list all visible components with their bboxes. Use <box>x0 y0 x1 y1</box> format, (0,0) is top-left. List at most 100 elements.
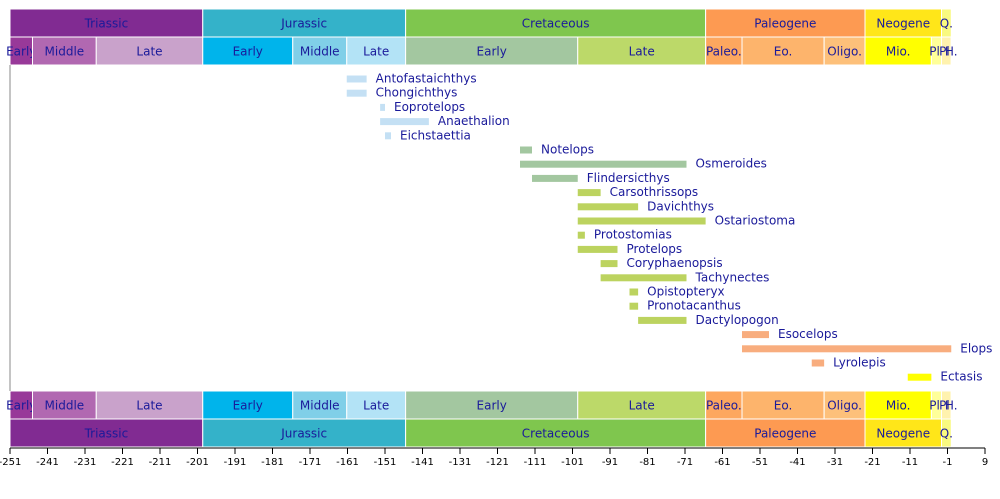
epoch-label: Eo. <box>774 399 793 413</box>
taxon-label: Antofastaichthys <box>376 72 477 86</box>
epoch-label: Paleo. <box>706 399 742 413</box>
taxon-range <box>600 274 687 282</box>
taxon-label: Coryphaenopsis <box>627 256 723 270</box>
epoch <box>577 36 707 66</box>
epoch <box>32 36 97 66</box>
taxon-range <box>577 217 706 225</box>
x-tick-label: -211 <box>149 457 172 468</box>
taxon-label: Anaethalion <box>438 114 510 128</box>
epoch-label: Late <box>363 399 389 413</box>
x-tick-label: -141 <box>411 457 434 468</box>
x-tick-label: 9 <box>982 457 988 468</box>
x-tick-label: -221 <box>111 457 134 468</box>
x-tick-label: -61 <box>714 457 730 468</box>
epoch-label: Late <box>629 399 655 413</box>
period-label: Paleogene <box>754 17 816 31</box>
x-tick-label: -171 <box>299 457 322 468</box>
epoch-label: Early <box>477 45 507 59</box>
taxon-range <box>742 345 952 353</box>
epoch <box>346 390 407 420</box>
epoch <box>405 36 579 66</box>
taxon-range <box>385 132 391 140</box>
period-label: Jurassic <box>280 427 327 441</box>
taxon-range <box>742 331 769 339</box>
x-tick-label: -161 <box>336 457 359 468</box>
x-tick-label: -191 <box>224 457 247 468</box>
x-tick-label: -51 <box>752 457 768 468</box>
epoch-label: Late <box>363 45 389 59</box>
taxon-range <box>577 203 639 211</box>
taxon-label: Davichthys <box>647 199 714 213</box>
epoch-label: Eo. <box>774 45 793 59</box>
epoch-label: Oligo. <box>827 399 862 413</box>
taxon-range <box>811 359 825 367</box>
period-label: Triassic <box>84 427 129 441</box>
epoch-label: Early <box>233 45 263 59</box>
x-tick-label: -31 <box>827 457 843 468</box>
taxon-label: Osmeroides <box>696 157 767 171</box>
period-label: Triassic <box>84 17 129 31</box>
taxon-range <box>600 260 618 268</box>
x-tick-label: -1 <box>943 457 953 468</box>
taxon-range <box>907 373 932 381</box>
x-tick-label: -101 <box>561 457 584 468</box>
taxon-label: Dactylopogon <box>696 313 779 327</box>
period <box>9 8 204 38</box>
period <box>9 418 204 448</box>
taxon-range <box>532 174 578 182</box>
taxon-range <box>629 288 639 296</box>
epoch-label: Late <box>136 45 162 59</box>
epoch <box>292 390 348 420</box>
taxon-range <box>577 189 601 197</box>
x-tick-label: -201 <box>186 457 209 468</box>
period-label: Paleogene <box>754 427 816 441</box>
epoch <box>95 390 204 420</box>
period-label: Q. <box>940 427 953 441</box>
period-label: Cretaceous <box>522 427 590 441</box>
period-label: Q. <box>940 17 953 31</box>
period-label: Cretaceous <box>522 17 590 31</box>
taxon-label: Chongichthys <box>376 86 458 100</box>
taxon-label: Notelops <box>541 143 594 157</box>
taxon-label: Tachynectes <box>695 270 770 284</box>
x-tick-label: -41 <box>789 457 805 468</box>
epoch-label: Late <box>629 45 655 59</box>
taxon-label: Esocelops <box>778 327 838 341</box>
x-tick-label: -71 <box>677 457 693 468</box>
x-tick-label: -91 <box>602 457 618 468</box>
taxon-range <box>380 118 429 126</box>
taxon-range <box>346 89 367 97</box>
taxon-label: Pronotacanthus <box>647 299 741 313</box>
x-tick-label: -241 <box>36 457 59 468</box>
x-tick-label: -231 <box>74 457 97 468</box>
period <box>941 418 952 448</box>
epoch-label: Middle <box>45 399 85 413</box>
epoch <box>202 36 294 66</box>
epoch-label: Pl. <box>929 45 943 59</box>
taxon-range <box>638 316 687 324</box>
taxon-label: Protelops <box>627 242 683 256</box>
epoch-label: H. <box>945 399 958 413</box>
x-tick-label: -131 <box>449 457 472 468</box>
epoch-label: Mio. <box>886 399 911 413</box>
taxon-label: Carsothrissops <box>610 185 699 199</box>
x-tick-label: -121 <box>486 457 509 468</box>
epoch-label: Mio. <box>886 45 911 59</box>
epoch-label: Early <box>233 399 263 413</box>
epoch-label: Early <box>6 45 36 59</box>
x-tick-label: -111 <box>524 457 547 468</box>
epoch-label: Middle <box>300 399 340 413</box>
taxon-label: Opistopteryx <box>647 285 725 299</box>
period <box>405 418 707 448</box>
epoch-label: Pl. <box>939 45 953 59</box>
taxon-label: Ostariostoma <box>715 214 796 228</box>
taxon-range <box>380 103 385 111</box>
taxon-range <box>346 75 367 83</box>
epoch <box>95 36 204 66</box>
period <box>864 418 942 448</box>
taxon-label: Flindersicthys <box>587 171 670 185</box>
taxon-label: Ectasis <box>940 370 982 384</box>
epoch <box>577 390 707 420</box>
x-tick-label: -11 <box>902 457 918 468</box>
x-tick-label: -21 <box>864 457 880 468</box>
